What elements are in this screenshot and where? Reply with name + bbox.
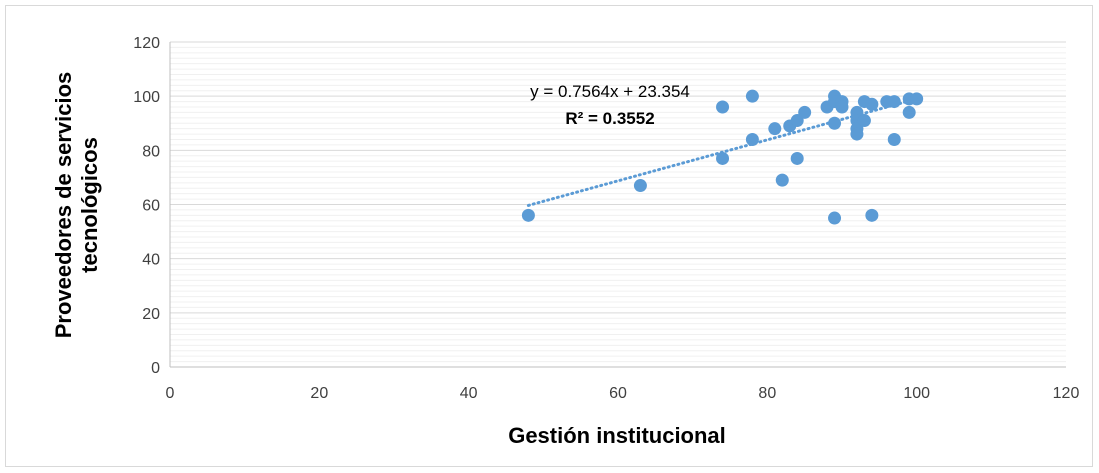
y-tick-label: 120 xyxy=(133,35,160,52)
data-point xyxy=(745,89,759,103)
x-tick-label: 60 xyxy=(609,385,627,402)
y-axis-title-line-2: tecnológicos xyxy=(77,137,102,273)
x-tick-label: 80 xyxy=(758,385,776,402)
data-point xyxy=(850,127,864,141)
y-tick-label: 20 xyxy=(142,306,160,323)
y-tick-label: 40 xyxy=(142,252,160,269)
y-tick-label: 80 xyxy=(142,143,160,160)
x-tick-label: 40 xyxy=(460,385,478,402)
trendline-equation: y = 0.7564x + 23.354 xyxy=(530,82,690,101)
data-point xyxy=(798,105,812,119)
data-point xyxy=(828,211,842,225)
data-point xyxy=(775,173,789,187)
x-tick-label: 0 xyxy=(166,385,175,402)
y-tick-label: 60 xyxy=(142,198,160,215)
data-point xyxy=(835,100,849,114)
data-point xyxy=(521,208,535,222)
chart-frame xyxy=(5,5,1093,467)
grid-layer xyxy=(170,41,1066,363)
data-point xyxy=(716,100,730,114)
y-tick-label: 0 xyxy=(151,360,160,377)
x-tick-label: 20 xyxy=(310,385,328,402)
y-axis-title-line-1: Proveedores de servicios xyxy=(51,72,76,339)
data-point xyxy=(902,105,916,119)
data-point xyxy=(887,133,901,146)
data-point xyxy=(633,179,647,193)
trendline-r-squared: R² = 0.3552 xyxy=(565,109,654,128)
axis-layer xyxy=(169,42,1066,368)
data-point xyxy=(865,97,879,111)
data-point xyxy=(865,208,879,222)
points-layer xyxy=(521,89,924,225)
data-point xyxy=(790,151,804,165)
data-point xyxy=(768,122,782,136)
x-tick-label: 120 xyxy=(1053,385,1080,402)
y-tick-label: 100 xyxy=(133,89,160,106)
data-point xyxy=(910,92,924,106)
data-point xyxy=(745,133,759,146)
x-tick-label: 100 xyxy=(903,385,930,402)
data-point xyxy=(716,151,730,165)
data-point xyxy=(828,116,842,130)
data-point xyxy=(887,95,901,109)
label-layer: Gestión institucional Proveedores de ser… xyxy=(51,35,1079,448)
x-axis-title: Gestión institucional xyxy=(508,423,726,448)
data-point xyxy=(857,114,871,128)
